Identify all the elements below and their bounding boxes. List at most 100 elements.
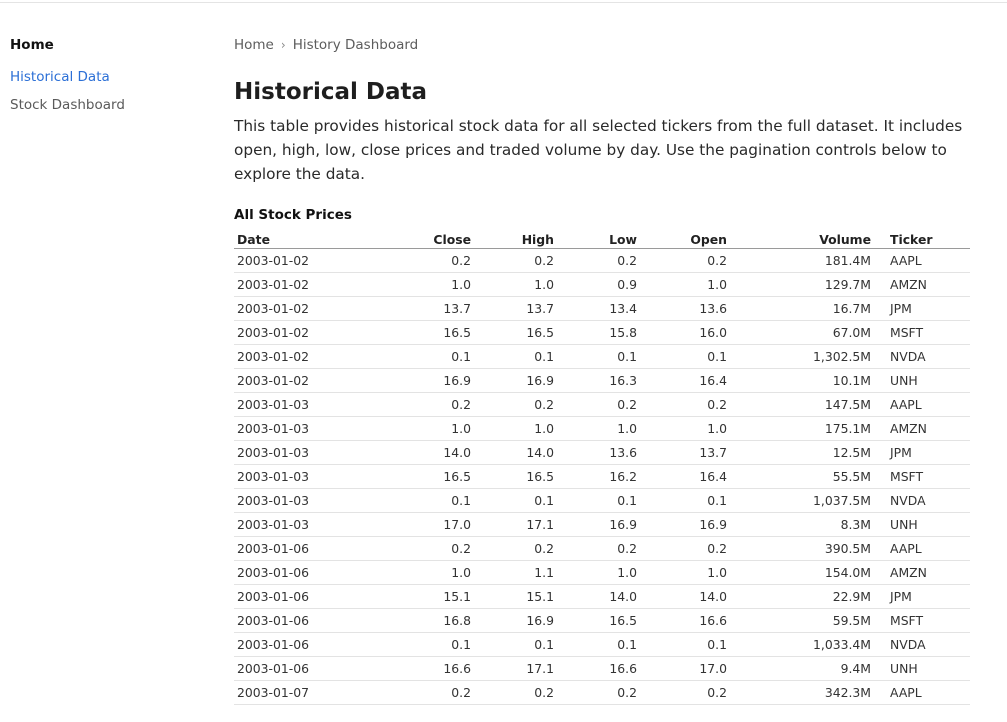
cell-open: 0.1 [640,488,730,513]
cell-date: 2003-01-02 [234,296,384,321]
top-divider [0,2,1007,3]
cell-close: 1.0 [384,272,474,297]
column-header-close[interactable]: Close [384,231,474,249]
cell-date: 2003-01-06 [234,584,384,609]
cell-volume: 9.4M [730,656,874,681]
cell-close: 16.6 [384,656,474,681]
cell-volume: 22.9M [730,584,874,609]
cell-volume: 12.5M [730,440,874,465]
stock-prices-table: Date Close High Low Open Volume Ticker 2… [234,231,970,705]
table-row: 2003-01-03 1.0 1.0 1.0 1.0 175.1M AMZN [234,416,970,441]
column-header-open[interactable]: Open [640,231,730,249]
column-header-ticker[interactable]: Ticker [874,231,970,249]
cell-low: 0.2 [557,392,640,417]
cell-close: 16.5 [384,320,474,345]
cell-close: 0.2 [384,392,474,417]
sidebar-item-stock-dashboard[interactable]: Stock Dashboard [10,97,125,113]
cell-close: 15.1 [384,584,474,609]
cell-ticker: UNH [874,656,970,681]
main-content: Home › History Dashboard Historical Data… [234,36,974,705]
cell-ticker: AMZN [874,560,970,585]
chevron-right-icon: › [280,38,286,52]
cell-close: 14.0 [384,440,474,465]
cell-date: 2003-01-07 [234,680,384,705]
table-row: 2003-01-06 0.2 0.2 0.2 0.2 390.5M AAPL [234,536,970,561]
table-row: 2003-01-07 0.2 0.2 0.2 0.2 342.3M AAPL [234,680,970,705]
cell-high: 16.5 [474,320,557,345]
cell-open: 1.0 [640,416,730,441]
cell-low: 16.2 [557,464,640,489]
cell-ticker: MSFT [874,464,970,489]
page-title: Historical Data [234,79,428,105]
column-header-date[interactable]: Date [234,231,384,249]
sidebar-home: Home [10,37,54,53]
column-header-low[interactable]: Low [557,231,640,249]
table-row: 2003-01-02 13.7 13.7 13.4 13.6 16.7M JPM [234,296,970,321]
cell-date: 2003-01-02 [234,272,384,297]
column-header-high[interactable]: High [474,231,557,249]
sidebar-item-historical-data[interactable]: Historical Data [10,69,110,85]
cell-open: 0.2 [640,680,730,705]
cell-volume: 10.1M [730,368,874,393]
cell-open: 1.0 [640,560,730,585]
breadcrumb-home[interactable]: Home [234,37,274,53]
cell-low: 0.2 [557,680,640,705]
sidebar: Home Historical Data Stock Dashboard [10,36,210,114]
cell-open: 0.1 [640,344,730,369]
cell-volume: 59.5M [730,608,874,633]
cell-open: 0.1 [640,632,730,657]
table-row: 2003-01-03 17.0 17.1 16.9 16.9 8.3M UNH [234,512,970,537]
cell-low: 13.4 [557,296,640,321]
cell-date: 2003-01-06 [234,536,384,561]
cell-open: 13.7 [640,440,730,465]
cell-low: 0.9 [557,272,640,297]
cell-volume: 67.0M [730,320,874,345]
cell-volume: 390.5M [730,536,874,561]
cell-high: 0.1 [474,344,557,369]
cell-close: 1.0 [384,560,474,585]
cell-close: 13.7 [384,296,474,321]
cell-high: 17.1 [474,656,557,681]
cell-date: 2003-01-02 [234,344,384,369]
cell-low: 0.1 [557,632,640,657]
cell-high: 0.1 [474,488,557,513]
cell-low: 16.5 [557,608,640,633]
cell-volume: 154.0M [730,560,874,585]
cell-volume: 1,037.5M [730,488,874,513]
breadcrumb: Home › History Dashboard [234,36,974,54]
cell-ticker: UNH [874,368,970,393]
cell-high: 0.2 [474,248,557,273]
cell-low: 0.1 [557,344,640,369]
cell-high: 1.0 [474,416,557,441]
cell-high: 1.0 [474,272,557,297]
cell-ticker: AAPL [874,536,970,561]
cell-ticker: AMZN [874,416,970,441]
cell-volume: 147.5M [730,392,874,417]
cell-volume: 1,302.5M [730,344,874,369]
table-row: 2003-01-03 14.0 14.0 13.6 13.7 12.5M JPM [234,440,970,465]
cell-date: 2003-01-06 [234,656,384,681]
cell-open: 16.9 [640,512,730,537]
cell-close: 16.8 [384,608,474,633]
cell-date: 2003-01-03 [234,416,384,441]
table-row: 2003-01-06 16.6 17.1 16.6 17.0 9.4M UNH [234,656,970,681]
table-row: 2003-01-03 16.5 16.5 16.2 16.4 55.5M MSFT [234,464,970,489]
cell-high: 0.1 [474,632,557,657]
breadcrumb-current[interactable]: History Dashboard [292,37,419,53]
cell-close: 0.1 [384,632,474,657]
cell-high: 17.1 [474,512,557,537]
cell-ticker: MSFT [874,608,970,633]
cell-close: 0.2 [384,248,474,273]
table-row: 2003-01-02 16.9 16.9 16.3 16.4 10.1M UNH [234,368,970,393]
column-header-volume[interactable]: Volume [730,231,874,249]
table-row: 2003-01-02 0.2 0.2 0.2 0.2 181.4M AAPL [234,248,970,273]
cell-high: 0.2 [474,680,557,705]
cell-ticker: UNH [874,512,970,537]
cell-low: 15.8 [557,320,640,345]
cell-low: 0.2 [557,536,640,561]
cell-volume: 16.7M [730,296,874,321]
cell-date: 2003-01-03 [234,440,384,465]
cell-ticker: AAPL [874,248,970,273]
cell-date: 2003-01-06 [234,632,384,657]
table-row: 2003-01-06 0.1 0.1 0.1 0.1 1,033.4M NVDA [234,632,970,657]
